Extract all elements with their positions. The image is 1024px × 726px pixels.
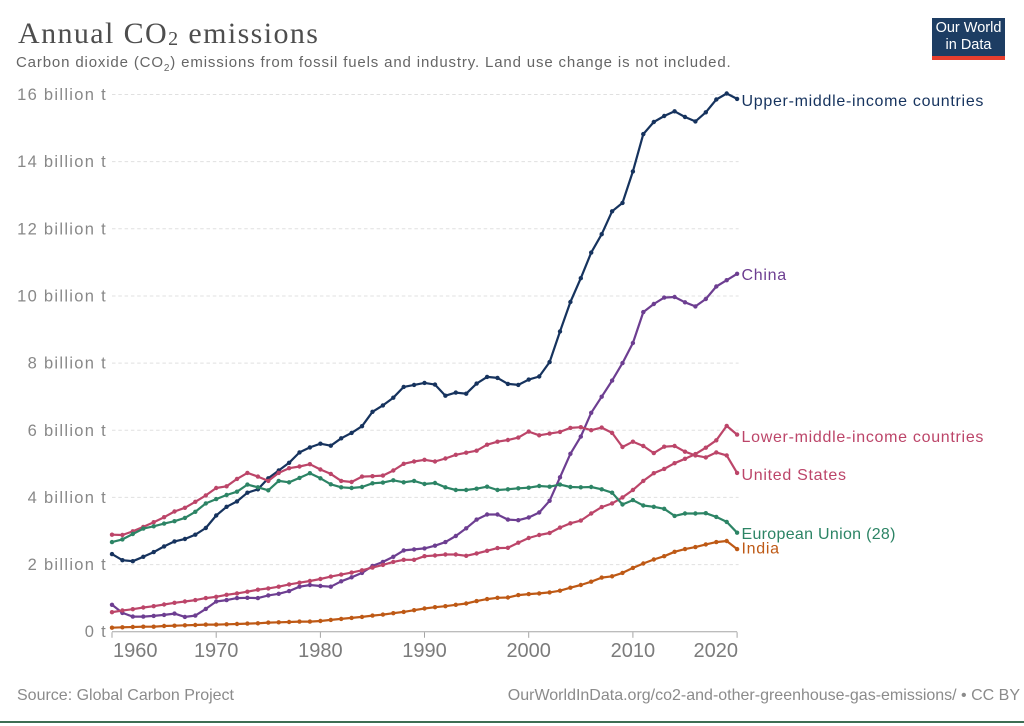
svg-text:14 billion t: 14 billion t xyxy=(17,153,107,171)
svg-text:European Union (28): European Union (28) xyxy=(742,526,896,543)
svg-text:2 billion t: 2 billion t xyxy=(28,556,107,574)
svg-text:1970: 1970 xyxy=(194,640,239,662)
svg-text:1960: 1960 xyxy=(113,640,158,662)
svg-text:China: China xyxy=(742,267,787,284)
svg-text:16 billion t: 16 billion t xyxy=(17,86,107,104)
svg-text:2000: 2000 xyxy=(506,640,551,662)
svg-text:4 billion t: 4 billion t xyxy=(28,489,107,507)
svg-text:10 billion t: 10 billion t xyxy=(17,288,107,306)
svg-text:6 billion t: 6 billion t xyxy=(28,422,107,440)
svg-text:Upper-middle-income countries: Upper-middle-income countries xyxy=(742,93,985,110)
svg-text:1980: 1980 xyxy=(298,640,343,662)
svg-text:12 billion t: 12 billion t xyxy=(17,220,107,238)
svg-text:India: India xyxy=(742,541,780,558)
svg-text:1990: 1990 xyxy=(402,640,447,662)
svg-text:8 billion t: 8 billion t xyxy=(28,355,107,373)
svg-text:United States: United States xyxy=(742,467,847,484)
svg-text:2020: 2020 xyxy=(694,640,739,662)
svg-text:Lower-middle-income countries: Lower-middle-income countries xyxy=(742,429,985,446)
svg-text:2010: 2010 xyxy=(611,640,656,662)
svg-text:0 t: 0 t xyxy=(85,623,107,641)
